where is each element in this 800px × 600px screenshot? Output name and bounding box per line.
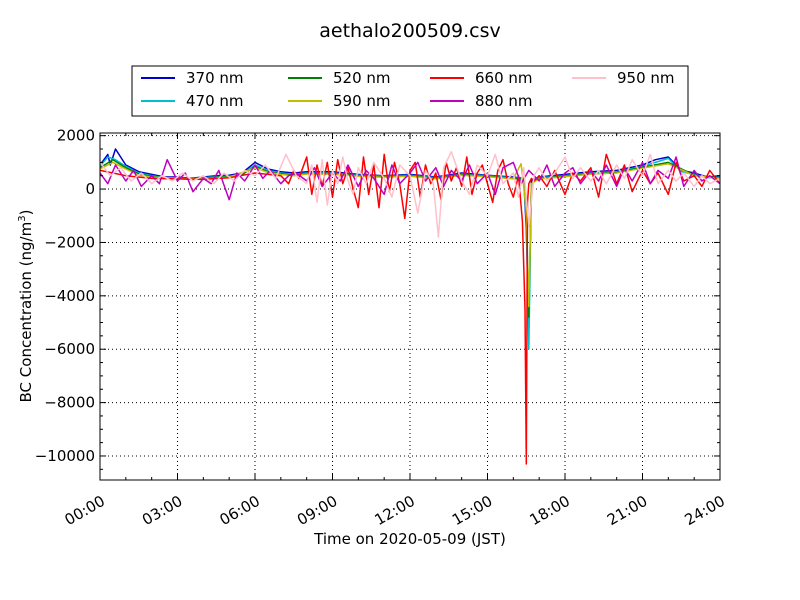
series-line-880-nm [100, 156, 720, 201]
chart-title: aethalo200509.csv [319, 20, 501, 42]
y-tick-label: 0 [85, 180, 95, 198]
y-tick-label: 2000 [57, 127, 95, 145]
legend-items: 370 nm 470 nm 520 nm 590 nm 660 nm 880 nm 950 … [141, 69, 675, 110]
series-line-590-nm [100, 161, 720, 308]
x-tick-label: 21:00 [604, 492, 650, 529]
series-line-950-nm [100, 150, 720, 238]
y-tick-label: −10000 [35, 447, 95, 465]
grid [100, 133, 720, 480]
legend-frame [131, 65, 689, 117]
legend-label: 880 nm [475, 92, 533, 110]
y-axis-title: BC Concentration (ng/m3) [17, 210, 35, 403]
legend-label: 520 nm [333, 69, 391, 87]
legend-item: 520 nm [288, 69, 391, 87]
y-axis-title-superscript: 3 [17, 215, 28, 221]
y-tick-label: −2000 [44, 233, 95, 251]
y-tick-label: −8000 [44, 394, 95, 412]
legend-item: 370 nm [141, 69, 244, 87]
legend-item: 660 nm [430, 69, 533, 87]
y-axis-title-main: BC Concentration (ng/m [17, 222, 35, 403]
x-tick-label: 09:00 [294, 492, 340, 529]
legend-label: 470 nm [186, 92, 244, 110]
series-lines [100, 148, 720, 465]
legend: 370 nm 470 nm 520 nm 590 nm 660 nm 880 nm 950 … [131, 65, 689, 117]
x-tick-label: 18:00 [527, 492, 573, 529]
y-axis-title-close: ) [17, 210, 35, 216]
legend-item: 880 nm [430, 92, 533, 110]
y-tick-label: −4000 [44, 287, 95, 305]
x-axis-title: Time on 2020-05-09 (JST) [313, 530, 506, 548]
y-tick-label: −6000 [44, 340, 95, 358]
x-tick-label: 24:00 [682, 492, 728, 529]
x-tick-label: 12:00 [372, 492, 418, 529]
x-tick-label: 15:00 [449, 492, 495, 529]
legend-item: 470 nm [141, 92, 244, 110]
x-tick-label: 06:00 [217, 492, 263, 529]
axis-ticks [99, 133, 721, 480]
legend-label: 950 nm [617, 69, 675, 87]
legend-label: 590 nm [333, 92, 391, 110]
x-tick-labels: 00:00 03:00 06:00 09:00 12:00 15:00 18:00 21:00… [62, 492, 728, 529]
x-tick-label: 03:00 [139, 492, 185, 529]
legend-item: 590 nm [288, 92, 391, 110]
legend-label: 370 nm [186, 69, 244, 87]
y-tick-labels: 2000 0 −2000 −4000 −6000 −8000 −10000 [35, 127, 95, 465]
x-tick-label: 00:00 [62, 492, 108, 529]
legend-label: 660 nm [475, 69, 533, 87]
legend-item: 950 nm [572, 69, 675, 87]
